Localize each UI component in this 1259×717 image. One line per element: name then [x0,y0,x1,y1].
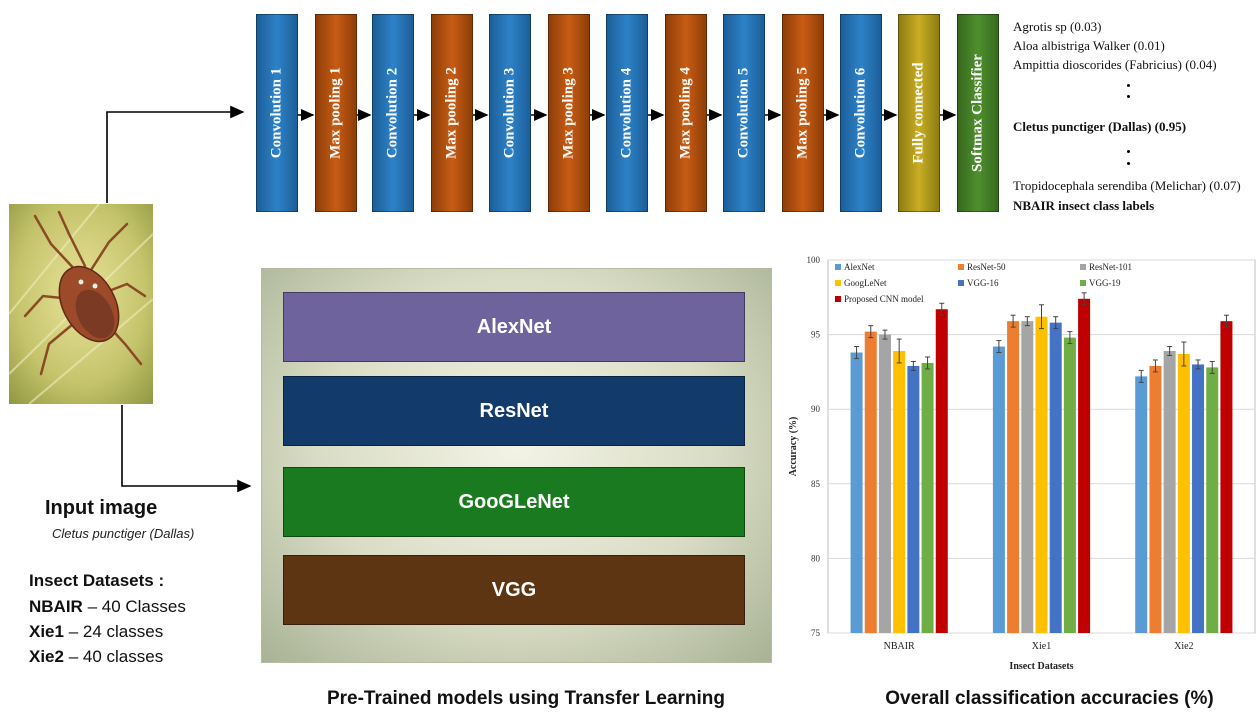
legend-item: GoogLeNet [844,278,887,288]
bar [850,352,863,633]
output-class-1: Agrotis sp (0.03) [1013,19,1102,34]
output-caption: NBAIR insect class labels [1013,198,1155,213]
legend-item: ResNet-50 [967,262,1006,272]
legend-swatch [958,264,964,270]
ellipsis-dot [1127,150,1130,153]
bar [1063,337,1076,633]
layer-convolution-4: Convolution 4 [606,14,648,212]
bar [1135,376,1148,633]
x-tick-label: Xie2 [1174,641,1193,652]
bar [1163,351,1176,633]
legend-swatch [835,280,841,286]
x-tick-label: NBAIR [884,641,915,652]
bar [1049,322,1062,633]
legend-item: ResNet-101 [1089,262,1132,272]
bar [1021,321,1034,633]
bar [1220,321,1233,633]
layer-softmax-classifier: Softmax Classifier [957,14,999,212]
layer-fully-connected: Fully connected [898,14,940,212]
arrow-to-cnn [106,105,245,203]
x-tick-label: Xie1 [1032,641,1051,652]
y-tick-label: 80 [811,553,821,563]
bar [1192,364,1205,633]
ellipsis-dot [1127,162,1130,165]
chart-caption: Overall classification accuracies (%) [885,688,1214,709]
y-tick-label: 95 [811,330,821,340]
ellipsis-dot [1127,84,1130,87]
output-class-3: Ampittia dioscorides (Fabricius) (0.04) [1013,57,1217,72]
y-tick-label: 100 [807,255,821,265]
dataset-xie1: Xie1 – 24 classes [29,622,164,641]
arrow-to-pretrained [121,405,252,493]
input-species: Cletus punctiger (Dallas) [52,526,195,541]
y-tick-label: 85 [811,479,821,489]
bar [921,362,934,633]
input-image [9,204,153,404]
y-tick-label: 90 [811,404,821,414]
y-tick-label: 75 [811,628,821,638]
layer-max-pooling-4: Max pooling 4 [665,14,707,212]
layer-convolution-2: Convolution 2 [372,14,414,212]
bar [1149,365,1162,633]
dataset-xie2: Xie2 – 40 classes [29,647,164,666]
legend-swatch [958,280,964,286]
layer-convolution-5: Convolution 5 [723,14,765,212]
output-class-top: Cletus punctiger (Dallas) (0.95) [1013,119,1187,134]
x-axis-label: Insect Datasets [1009,661,1073,672]
legend-swatch [1080,280,1086,286]
ellipsis-dot [1127,95,1130,98]
bar [864,331,877,633]
bar [1206,367,1219,633]
pretrained-caption: Pre-Trained models using Transfer Learni… [326,688,726,709]
bar [1035,316,1048,633]
legend-item: AlexNet [844,262,875,272]
bar [1078,298,1091,633]
model-resnet: ResNet [283,376,745,446]
model-alexnet: AlexNet [283,292,745,362]
legend-swatch [835,296,841,302]
layer-max-pooling-2: Max pooling 2 [431,14,473,212]
model-googlenet: GooGLeNet [283,467,745,537]
bar [1177,353,1190,633]
layer-max-pooling-1: Max pooling 1 [315,14,357,212]
legend-swatch [1080,264,1086,270]
bar [893,351,906,633]
output-class-5: Tropidocephala serendiba (Melichar) (0.0… [1013,178,1241,193]
legend-item: VGG-16 [967,278,999,288]
legend-swatch [835,264,841,270]
layer-max-pooling-5: Max pooling 5 [782,14,824,212]
y-axis-label: Accuracy (%) [788,417,799,477]
bar [1007,321,1020,633]
bar [878,334,891,633]
layer-max-pooling-3: Max pooling 3 [548,14,590,212]
accuracy-chart: 75 80 85 90 95 100 NBAIR Xie1 Xie2 Insect Dataset… [788,255,1256,672]
bar [992,346,1005,633]
legend-item: Proposed CNN model [844,294,924,304]
legend-item: VGG-19 [1089,278,1121,288]
dataset-nbair: NBAIR – 40 Classes [29,597,186,616]
layer-convolution-6: Convolution 6 [840,14,882,212]
output-class-2: Aloa albistriga Walker (0.01) [1013,38,1165,53]
datasets-title: Insect Datasets : [29,571,165,590]
bar [935,309,948,633]
insect-photo [9,204,153,404]
bar [907,365,920,633]
input-title: Input image [45,497,158,519]
layer-convolution-3: Convolution 3 [489,14,531,212]
model-vgg: VGG [283,555,745,625]
layer-convolution-1: Convolution 1 [256,14,298,212]
